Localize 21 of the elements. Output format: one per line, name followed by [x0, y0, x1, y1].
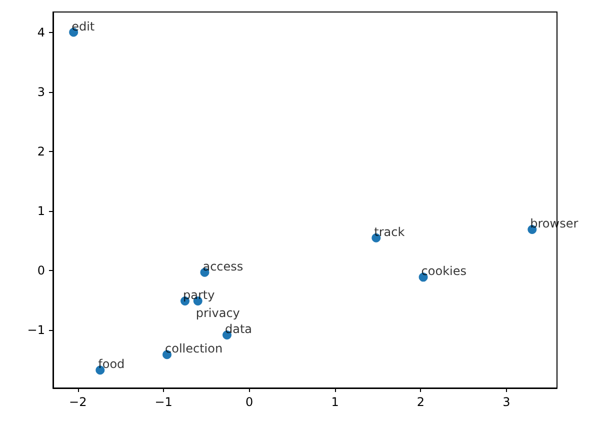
annotation: food [98, 357, 125, 372]
annotation: cookies [421, 264, 466, 278]
y-tick-label: 3 [37, 84, 45, 99]
y-tick-label: 1 [37, 204, 45, 218]
annotation: data [225, 322, 252, 336]
annotation: privacy [196, 306, 240, 320]
annotation: edit [72, 19, 95, 34]
y-tick-label: 2 [37, 144, 45, 158]
annotation: party [183, 288, 215, 302]
x-tick-label: 2 [416, 395, 425, 409]
y-tick-label: −1 [27, 323, 45, 338]
x-tick-label: −1 [154, 395, 172, 409]
x-tick-label: 3 [502, 395, 510, 409]
y-tick-label: 0 [37, 264, 45, 278]
x-tick-label: 0 [245, 395, 254, 409]
annotation: collection [165, 342, 223, 356]
annotation: track [374, 224, 405, 239]
annotation: access [202, 259, 244, 274]
y-tick-label: 4 [37, 25, 45, 40]
x-tick-label: 1 [331, 395, 339, 409]
x-tick-label: −2 [69, 395, 87, 409]
